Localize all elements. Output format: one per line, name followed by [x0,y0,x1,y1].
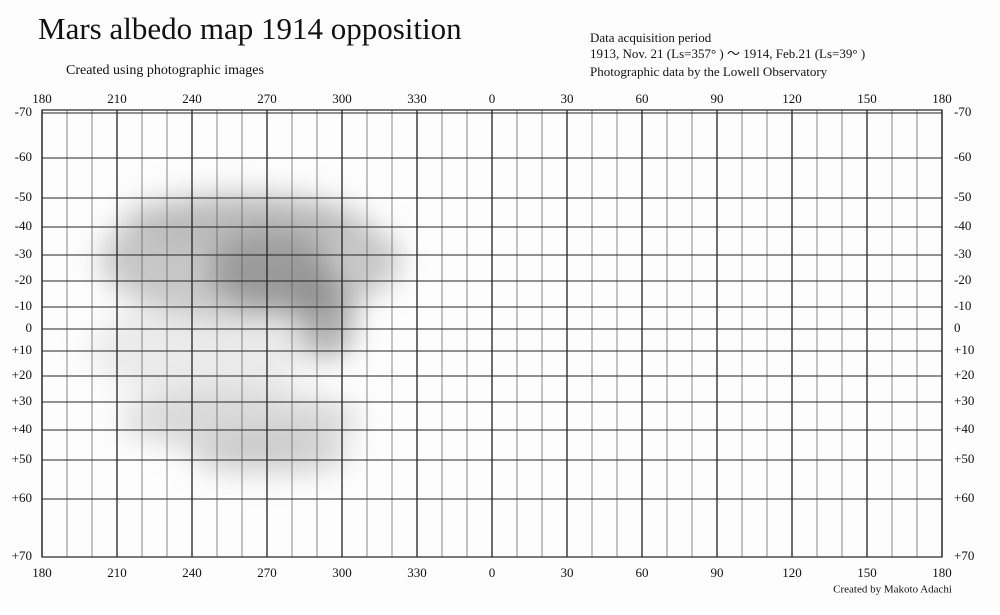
latitude-label: -30 [15,246,32,261]
latitude-label: +60 [954,490,974,505]
info-line: Photographic data by the Lowell Observat… [590,64,828,79]
longitude-label: 210 [107,91,127,106]
latitude-label: -20 [954,272,971,287]
longitude-label: 90 [711,91,724,106]
longitude-label: 300 [332,565,352,580]
longitude-label: 60 [636,565,649,580]
latitude-label: -60 [954,149,971,164]
latitude-label: +60 [12,490,32,505]
longitude-label: 150 [857,91,877,106]
longitude-label: 270 [257,91,277,106]
latitude-label: -60 [15,149,32,164]
latitude-label: -30 [954,246,971,261]
longitude-label: 90 [711,565,724,580]
latitude-label: 0 [26,320,33,335]
latitude-label: +40 [12,421,32,436]
longitude-label: 0 [489,91,496,106]
latitude-label: +10 [12,342,32,357]
latitude-label: +50 [12,451,32,466]
info-line: Data acquisition period [590,30,712,45]
longitude-label: 210 [107,565,127,580]
longitude-label: 240 [182,91,202,106]
latitude-label: +30 [12,393,32,408]
map-frame [41,109,943,558]
longitude-label: 240 [182,565,202,580]
longitude-label: 180 [932,91,952,106]
longitude-label: 60 [636,91,649,106]
latitude-label: -50 [954,189,971,204]
latitude-label: +50 [954,451,974,466]
latitude-label: -70 [954,104,971,119]
longitude-label: 180 [32,91,52,106]
latitude-label: +10 [954,342,974,357]
longitude-label: 150 [857,565,877,580]
latitude-label: +70 [954,548,974,563]
latitude-label: -70 [15,104,32,119]
latitude-label: +30 [954,393,974,408]
longitude-label: 120 [782,91,802,106]
longitude-label: 300 [332,91,352,106]
latitude-label: -40 [954,218,971,233]
latitude-label: +70 [12,548,32,563]
info-line: 1913, Nov. 21 (Ls=357° ) ～ 1914, Feb.21 … [590,46,865,61]
longitude-label: 30 [561,565,574,580]
credit: Created by Makoto Adachi [833,584,952,596]
latitude-label: -10 [954,298,971,313]
latitude-label: -50 [15,189,32,204]
longitude-label: 30 [561,91,574,106]
longitude-label: 0 [489,565,496,580]
subtitle: Created using photographic images [66,63,264,78]
longitude-label: 180 [932,565,952,580]
longitude-label: 330 [407,565,427,580]
latitude-label: +40 [954,421,974,436]
latitude-label: +20 [954,367,974,382]
title: Mars albedo map 1914 opposition [38,11,462,46]
latitude-label: -20 [15,272,32,287]
albedo-shading [90,190,400,475]
longitude-label: 270 [257,565,277,580]
longitude-label: 330 [407,91,427,106]
latitude-label: -10 [15,298,32,313]
latitude-label: +20 [12,367,32,382]
latitude-label: 0 [954,320,961,335]
longitude-label: 120 [782,565,802,580]
longitude-label: 180 [32,565,52,580]
latitude-label: -40 [15,218,32,233]
